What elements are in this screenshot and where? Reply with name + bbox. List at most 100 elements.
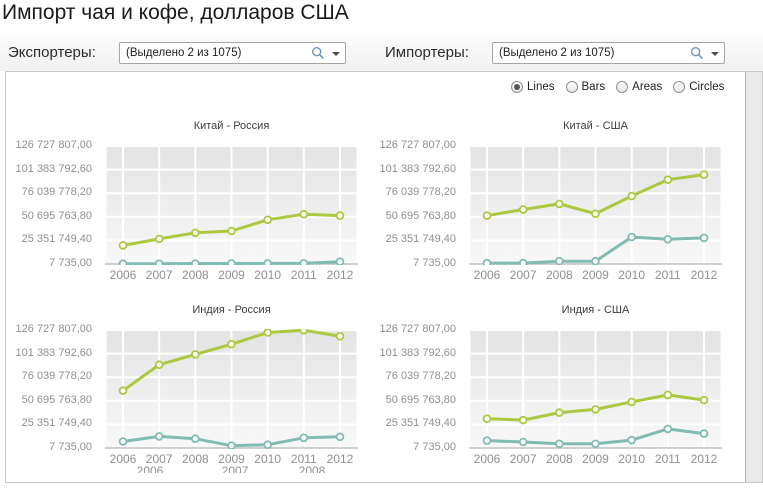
radio-areas[interactable]: Areas xyxy=(616,81,662,93)
data-point xyxy=(591,439,600,449)
y-axis-tick-label: 101 383 792,60 xyxy=(379,162,456,175)
y-axis-tick-label: 76 039 778,20 xyxy=(21,370,92,383)
chart-india-usa: Индия - США 126 727 807,00 101 383 792,60… xyxy=(380,297,730,479)
x-axis-tick-label: 2010 xyxy=(254,452,281,466)
x-axis-tick-label: 2011 xyxy=(654,452,681,466)
y-axis-tick-label: 7 735,00 xyxy=(49,257,92,269)
y-axis: 126 727 807,00 101 383 792,60 76 039 778,2… xyxy=(380,323,462,453)
y-axis-tick-label: 101 383 792,60 xyxy=(15,162,92,175)
importers-label: Импортеры: xyxy=(385,44,469,61)
x-axis-tick-label: 2009 xyxy=(582,452,609,466)
y-axis-tick-label: 126 727 807,00 xyxy=(15,139,92,151)
chart-type-radio-group: Lines Bars Areas Circles xyxy=(511,81,724,93)
data-point xyxy=(699,429,709,438)
y-axis-tick-label: 7 735,00 xyxy=(413,257,456,269)
data-point xyxy=(118,241,128,250)
x-axis-tick-label: 2010 xyxy=(618,268,645,282)
radio-icon xyxy=(616,81,629,93)
data-point xyxy=(154,432,164,441)
chart-china-russia: Китай - Россия 126 727 807,00 101 383 792… xyxy=(16,113,366,295)
y-axis: 126 727 807,00 101 383 792,60 76 039 778,2… xyxy=(16,139,98,269)
data-point xyxy=(627,232,637,242)
data-point xyxy=(699,170,709,179)
chevron-down-icon[interactable] xyxy=(711,51,719,56)
y-axis-tick-label: 76 039 778,20 xyxy=(385,186,456,199)
data-point xyxy=(627,191,637,201)
x-axis-tick-label: 2006 xyxy=(473,452,501,466)
exporters-combobox[interactable]: (Выделено 2 из 1075) xyxy=(119,42,346,64)
data-point xyxy=(335,257,345,265)
y-axis-tick-label: 25 351 749,40 xyxy=(21,417,92,430)
data-point xyxy=(191,350,200,359)
data-point xyxy=(154,360,164,369)
data-point xyxy=(299,329,309,335)
data-point xyxy=(591,405,600,414)
data-point xyxy=(191,228,200,238)
data-point xyxy=(518,437,528,447)
x-axis-tick-label: 2008 xyxy=(181,268,209,282)
data-point xyxy=(118,437,128,446)
importers-combobox[interactable]: (Выделено 2 из 1075) xyxy=(492,42,725,64)
x-axis-tick-label: 2008 xyxy=(545,452,573,466)
scrollbar[interactable] xyxy=(745,72,762,482)
y-axis-tick-label: 50 695 763,80 xyxy=(21,209,92,222)
radio-bars-label: Bars xyxy=(581,81,606,93)
chart-title: Индия - США xyxy=(561,304,630,316)
y-axis-tick-label: 76 039 778,20 xyxy=(21,186,92,199)
data-point xyxy=(118,386,128,395)
search-icon[interactable] xyxy=(311,46,325,60)
search-icon[interactable] xyxy=(690,46,704,60)
data-point xyxy=(482,436,492,445)
x-axis-tick-label: 2006 xyxy=(109,452,137,466)
data-point xyxy=(627,397,637,407)
radio-icon xyxy=(511,81,523,93)
data-point xyxy=(154,234,164,244)
y-axis-tick-label: 101 383 792,60 xyxy=(379,346,456,359)
data-point xyxy=(518,258,528,265)
data-point xyxy=(482,258,492,265)
data-point xyxy=(191,434,200,443)
data-point xyxy=(663,424,673,434)
x-axis-ghost: 2006 2007 2008 xyxy=(105,464,358,473)
x-axis-tick-label: 2012 xyxy=(690,268,718,282)
x-axis-tick-label: 2007 xyxy=(145,268,173,282)
y-axis-tick-label: 126 727 807,00 xyxy=(379,139,456,151)
y-axis-tick-label: 76 039 778,20 xyxy=(385,370,456,383)
data-point xyxy=(663,235,673,244)
filter-toolbar: Экспортеры: (Выделено 2 из 1075) Импорте… xyxy=(0,34,763,71)
data-point xyxy=(482,211,492,220)
exporters-combobox-value: (Выделено 2 из 1075) xyxy=(126,47,242,59)
radio-bars[interactable]: Bars xyxy=(565,81,606,93)
data-point xyxy=(263,259,272,265)
x-axis-ghost-label: 2007 xyxy=(221,464,249,473)
radio-circles[interactable]: Circles xyxy=(673,81,724,93)
data-point xyxy=(627,435,637,445)
x-axis-tick-label: 2012 xyxy=(326,452,354,466)
data-point xyxy=(227,339,236,349)
data-point xyxy=(263,440,273,449)
data-point xyxy=(263,329,272,337)
x-axis-tick-label: 2012 xyxy=(690,452,718,466)
y-axis-tick-label: 50 695 763,80 xyxy=(21,393,92,406)
chart-plot xyxy=(105,145,358,265)
chart-plot xyxy=(469,329,722,449)
radio-icon xyxy=(673,81,686,93)
x-axis-tick-label: 2007 xyxy=(509,452,537,466)
chart-india-russia: Индия - Россия 126 727 807,00 101 383 792… xyxy=(16,297,366,479)
chevron-down-icon[interactable] xyxy=(332,51,340,56)
y-axis-tick-label: 25 351 749,40 xyxy=(21,233,92,246)
data-point xyxy=(299,259,309,265)
x-axis-tick-label: 2011 xyxy=(290,268,317,282)
radio-areas-label: Areas xyxy=(632,81,663,93)
y-axis: 126 727 807,00 101 383 792,60 76 039 778,2… xyxy=(16,323,98,453)
radio-lines[interactable]: Lines xyxy=(511,81,555,93)
data-point xyxy=(663,175,673,185)
data-point xyxy=(263,215,273,225)
x-axis-ghost-label: 2006 xyxy=(136,464,164,473)
data-point xyxy=(699,233,709,243)
importers-combobox-value: (Выделено 2 из 1075) xyxy=(499,47,615,59)
data-point xyxy=(299,433,309,443)
data-point xyxy=(335,332,345,341)
data-point xyxy=(335,211,345,220)
x-axis-tick-label: 2007 xyxy=(509,268,537,282)
